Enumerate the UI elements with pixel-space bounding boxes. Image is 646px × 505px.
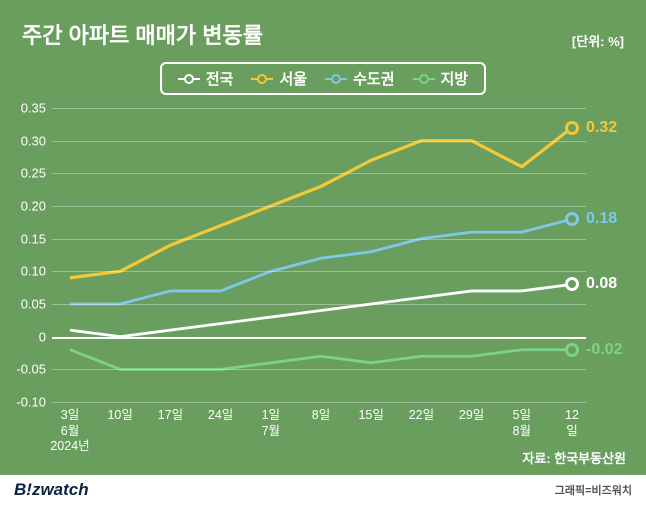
- gridline: [52, 173, 586, 174]
- gridline: [52, 206, 586, 207]
- chart-source: 자료: 한국부동산원: [522, 448, 626, 467]
- legend-marker-seoul: [251, 72, 273, 86]
- x-tick-label: 24일: [208, 408, 233, 424]
- x-tick-label: 1일7월: [262, 408, 280, 439]
- chart-lines-svg: [52, 108, 586, 402]
- x-tick-label: 15일: [358, 408, 383, 424]
- legend-marker-local: [413, 72, 435, 86]
- legend-label-local: 지방: [441, 68, 469, 89]
- legend: 전국 서울 수도권 지방: [160, 62, 486, 95]
- gridline: [52, 271, 586, 272]
- series-national: [70, 284, 572, 336]
- series-local: [70, 350, 572, 370]
- legend-label-metro: 수도권: [353, 68, 394, 89]
- y-tick-label: -0.05: [16, 362, 46, 377]
- footer-bar: B!zwatch 그래픽=비즈워치: [0, 475, 646, 505]
- legend-label-seoul: 서울: [279, 68, 307, 89]
- y-tick-label: 0.30: [21, 133, 46, 148]
- y-tick-label: 0.10: [21, 264, 46, 279]
- gridline: [52, 337, 586, 339]
- gridline: [52, 369, 586, 370]
- x-tick-label: 12일: [565, 408, 579, 439]
- gridline: [52, 304, 586, 305]
- y-tick-label: -0.10: [16, 395, 46, 410]
- end-label-seoul: 0.32: [586, 119, 617, 137]
- y-tick-label: 0.05: [21, 297, 46, 312]
- chart-title: 주간 아파트 매매가 변동률: [22, 18, 263, 50]
- end-marker-seoul: [565, 121, 579, 135]
- x-tick-label: 17일: [158, 408, 183, 424]
- legend-marker-national: [178, 72, 200, 86]
- x-tick-label: 5일8월: [513, 408, 531, 439]
- x-tick-label: 10일: [107, 408, 132, 424]
- legend-item-seoul: 서울: [251, 68, 307, 89]
- end-label-national: 0.08: [586, 275, 617, 293]
- end-label-local: -0.02: [586, 341, 622, 359]
- x-tick-label: 22일: [409, 408, 434, 424]
- y-tick-label: 0.15: [21, 231, 46, 246]
- end-marker-local: [565, 343, 579, 357]
- end-marker-metro: [565, 212, 579, 226]
- x-tick-label: 29일: [459, 408, 484, 424]
- gridline: [52, 239, 586, 240]
- legend-item-national: 전국: [178, 68, 234, 89]
- x-tick-label: 8일: [312, 408, 330, 424]
- chart-unit: [단위: %]: [572, 31, 624, 50]
- credit-text: 그래픽=비즈워치: [555, 482, 632, 498]
- y-tick-label: 0.20: [21, 199, 46, 214]
- chart-header: 주간 아파트 매매가 변동률 [단위: %]: [0, 0, 646, 60]
- brand-logo: B!zwatch: [14, 480, 89, 500]
- y-tick-label: 0: [39, 329, 46, 344]
- legend-marker-metro: [325, 72, 347, 86]
- gridline: [52, 402, 586, 403]
- legend-wrap: 전국 서울 수도권 지방: [0, 60, 646, 103]
- end-marker-national: [565, 277, 579, 291]
- gridline: [52, 108, 586, 109]
- end-label-metro: 0.18: [586, 210, 617, 228]
- y-tick-label: 0.35: [21, 101, 46, 116]
- legend-item-metro: 수도권: [325, 68, 394, 89]
- x-tick-label: 3일6월2024년: [50, 408, 89, 455]
- legend-item-local: 지방: [413, 68, 469, 89]
- legend-label-national: 전국: [206, 68, 234, 89]
- gridline: [52, 141, 586, 142]
- series-seoul: [70, 128, 572, 278]
- y-tick-label: 0.25: [21, 166, 46, 181]
- chart-plot-area: -0.10-0.0500.050.100.150.200.250.300.353…: [52, 108, 586, 402]
- chart-card: 주간 아파트 매매가 변동률 [단위: %] 전국 서울 수도권 지방 -0.1…: [0, 0, 646, 505]
